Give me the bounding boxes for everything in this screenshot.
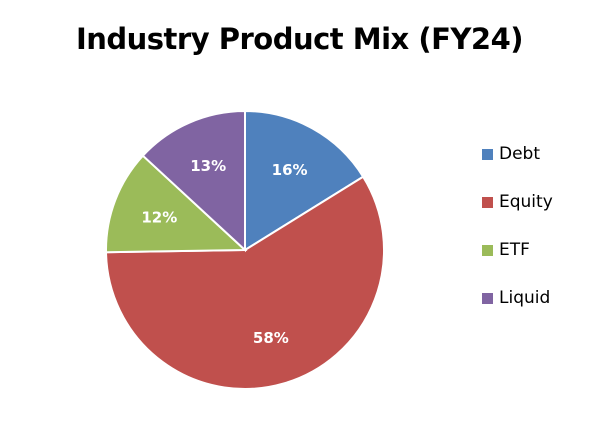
pie-slice-equity <box>104 175 385 390</box>
legend-item-equity: Equity <box>482 190 553 214</box>
legend-swatch-equity <box>482 196 493 208</box>
data-label-debt: 16% <box>272 161 308 179</box>
legend-item-etf: ETF <box>482 238 530 262</box>
legend-swatch-debt <box>482 148 493 160</box>
pie-slices <box>104 109 385 390</box>
pie-slice-debt <box>244 109 365 252</box>
legend-label-debt: Debt <box>499 144 541 164</box>
legend-label-liquid: Liquid <box>499 288 551 308</box>
data-label-liquid: 13% <box>190 157 226 175</box>
legend-label-etf: ETF <box>499 240 530 260</box>
legend-item-debt: Debt <box>482 142 540 166</box>
chart-title: Industry Product Mix (FY24) <box>75 22 524 56</box>
data-label-equity: 58% <box>253 329 289 347</box>
legend-item-liquid: Liquid <box>482 286 550 310</box>
legend-label-equity: Equity <box>499 192 553 212</box>
pie-slice-liquid <box>141 109 246 253</box>
legend-swatch-etf <box>482 244 493 256</box>
pie-labels: 16% 58% 12% 13% <box>141 157 307 347</box>
legend-swatch-liquid <box>482 292 493 304</box>
pie-slice-etf <box>105 154 248 254</box>
data-label-etf: 12% <box>141 208 177 226</box>
